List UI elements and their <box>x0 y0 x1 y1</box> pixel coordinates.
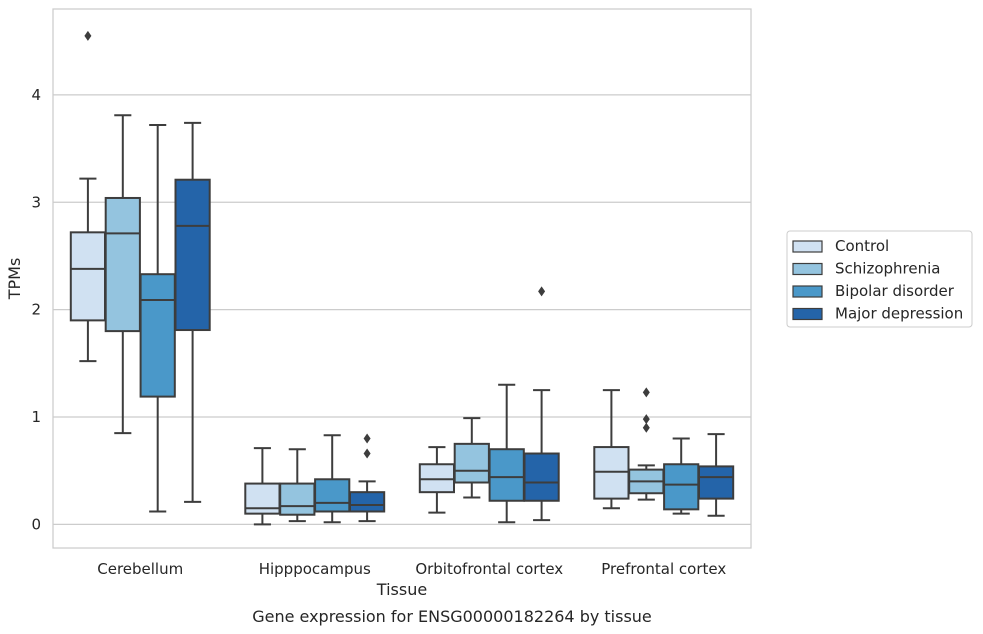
outlier-point <box>363 448 371 459</box>
box-iqr <box>453 442 490 484</box>
box-0-3 <box>593 389 630 510</box>
legend-swatch <box>792 262 823 276</box>
legend: Control Schizophrenia Bipolar disorder Majo… <box>786 230 973 328</box>
box-iqr <box>488 448 525 502</box>
outlier-point <box>642 422 650 433</box>
y-tick-label: 3 <box>31 193 41 211</box>
x-tick-label: Cerebellum <box>97 560 183 578</box>
box-iqr <box>104 196 141 333</box>
box-3-1 <box>348 433 386 523</box>
box-1-0 <box>104 114 141 435</box>
box-iqr <box>314 478 351 513</box>
legend-swatch <box>792 285 823 298</box>
box-2-0 <box>139 123 176 513</box>
box-iqr <box>593 446 630 500</box>
box-iqr <box>139 273 176 398</box>
y-axis-label: TPMs <box>5 258 24 301</box>
legend-label: Schizophrenia <box>835 260 940 278</box>
box-3-0 <box>174 121 211 503</box>
outlier-point <box>538 286 546 297</box>
plot-area <box>52 8 752 549</box>
y-tick-label: 2 <box>31 301 41 319</box>
box-3-3 <box>697 433 735 517</box>
outlier-point <box>363 433 371 444</box>
box-1-3 <box>628 387 665 501</box>
x-tick-label: Hipppocampus <box>259 560 371 578</box>
legend-swatch <box>792 307 823 321</box>
box-0-2 <box>418 446 456 514</box>
y-tick-label: 0 <box>31 515 41 533</box>
box-2-1 <box>314 434 351 524</box>
box-2-2 <box>488 383 525 524</box>
box-2-3 <box>663 437 700 515</box>
x-axis-label: Tissue <box>376 580 427 599</box>
box-iqr <box>348 491 386 513</box>
x-tick-label: Orbitofrontal cortex <box>415 560 563 578</box>
legend-frame <box>786 230 973 328</box>
box-3-2 <box>523 286 560 522</box>
box-iqr <box>697 465 735 500</box>
legend-label: Major depression <box>835 305 963 323</box>
y-tick-label: 4 <box>31 86 41 104</box>
box-iqr <box>663 463 700 511</box>
outlier-point <box>642 387 650 398</box>
box-0-0 <box>69 30 107 363</box>
box-1-2 <box>453 417 490 499</box>
outlier-point <box>84 30 92 41</box>
legend-swatch <box>792 240 823 253</box>
box-iqr <box>523 452 560 502</box>
x-tick-labels: Cerebellum Hipppocampus Orbitofrontal cort… <box>97 560 726 578</box>
y-tick-labels: 0 1 2 3 4 <box>31 86 41 533</box>
outlier-point <box>642 414 650 425</box>
legend-label: Control <box>835 237 889 255</box>
box-iqr <box>418 463 456 494</box>
box-0-1 <box>244 447 281 526</box>
box-iqr <box>279 482 316 516</box>
box-iqr <box>174 178 211 332</box>
box-plots <box>69 30 735 526</box>
x-tick-label: Prefrontal cortex <box>601 560 726 578</box>
chart-caption: Gene expression for ENSG00000182264 by t… <box>252 607 652 626</box>
legend-label: Bipolar disorder <box>835 282 955 300</box>
box-iqr <box>69 231 107 322</box>
box-1-1 <box>279 448 316 523</box>
y-tick-label: 1 <box>31 408 41 426</box>
